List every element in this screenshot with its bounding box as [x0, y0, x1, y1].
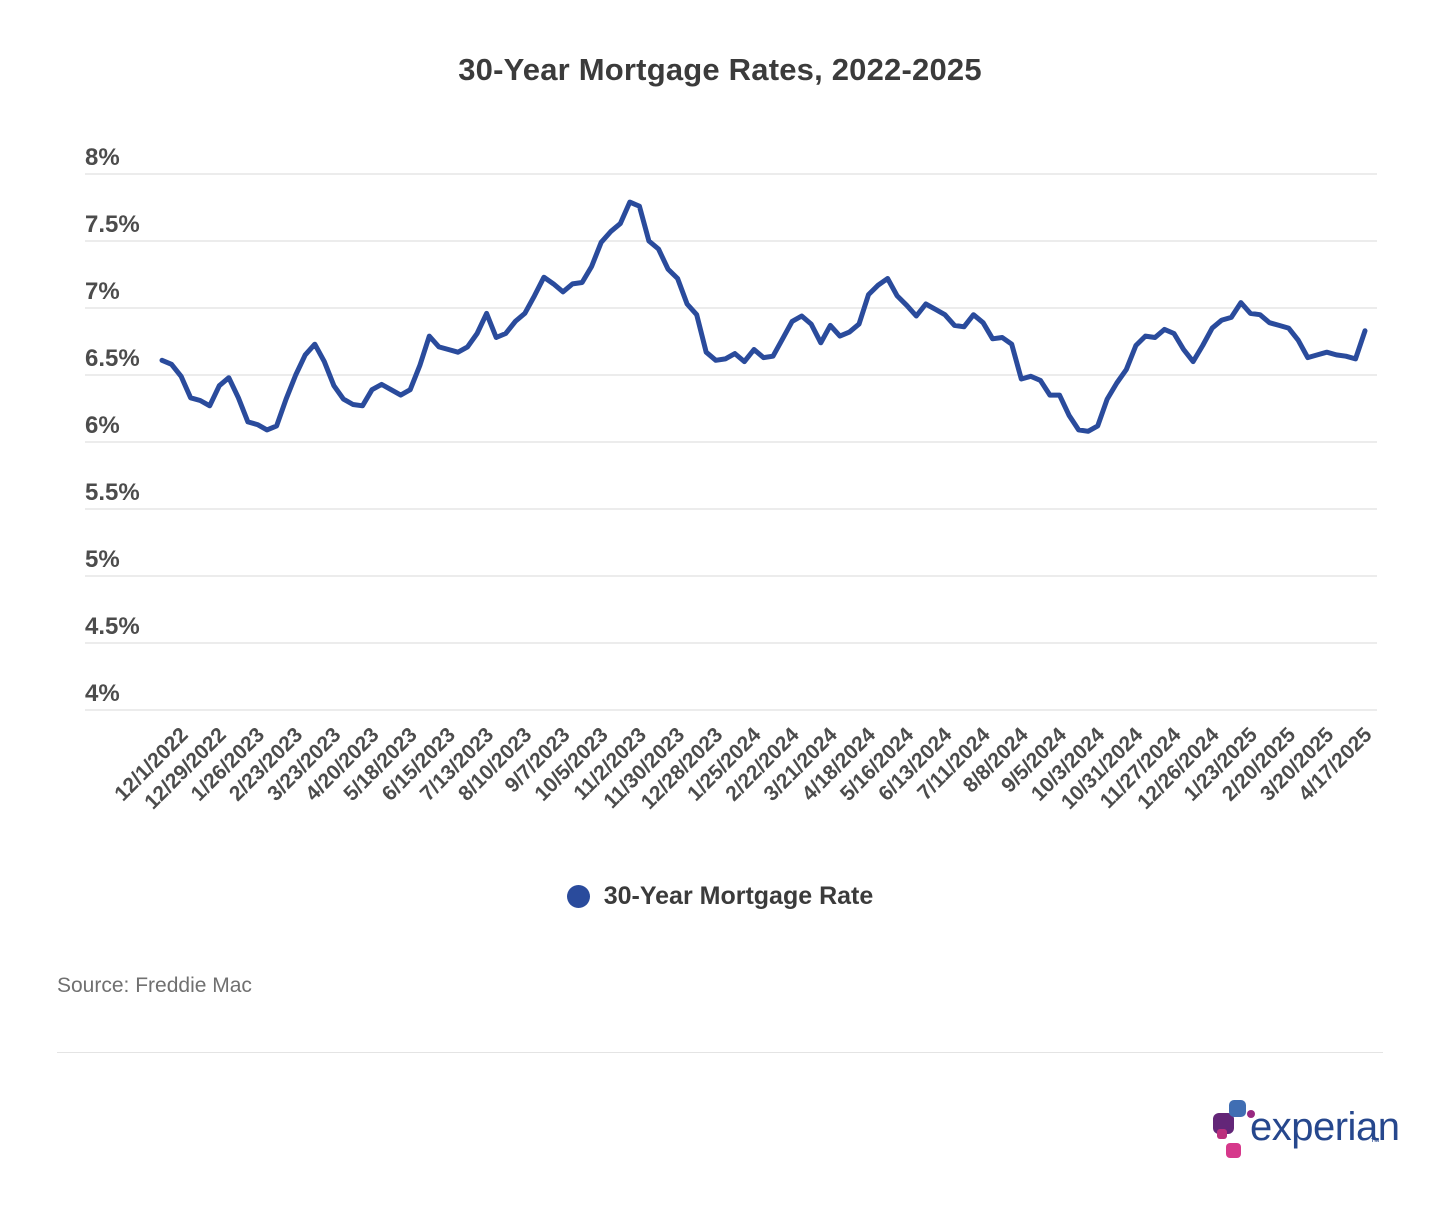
logo-wordmark: experian: [1250, 1105, 1400, 1149]
logo-purple-square-icon: [1213, 1113, 1234, 1134]
y-axis-label: 5.5%: [85, 479, 140, 506]
y-axis-label: 4.5%: [85, 613, 140, 640]
logo-trademark: ™: [1370, 1137, 1380, 1148]
y-axis-label: 7.5%: [85, 211, 140, 238]
footer-divider: [57, 1052, 1383, 1053]
logo-blue-square-icon: [1229, 1100, 1246, 1117]
logo-magenta-dot-icon: [1247, 1110, 1255, 1118]
y-axis-label: 6.5%: [85, 345, 140, 372]
logo-pink-square-icon: [1226, 1143, 1241, 1158]
rate-line: [159, 199, 1368, 434]
y-axis-label: 5%: [85, 546, 120, 573]
legend-label: 30-Year Mortgage Rate: [603, 882, 874, 910]
experian-logo: experian ™: [1210, 1095, 1400, 1170]
y-axis-label: 4%: [85, 680, 120, 707]
y-axis-label: 6%: [85, 412, 120, 439]
logo-magenta-square-icon: [1217, 1129, 1227, 1139]
legend: 30-Year Mortgage Rate: [0, 882, 1440, 911]
y-axis-label: 7%: [85, 278, 120, 305]
chart-title: 30-Year Mortgage Rates, 2022-2025: [458, 52, 982, 87]
source-note: Source: Freddie Mac: [57, 974, 252, 997]
y-axis-label: 8%: [85, 144, 120, 171]
legend-dot-icon: [566, 885, 590, 908]
mortgage-rate-chart: 8%7.5%7%6.5%6%5.5%5%4.5%4%12/1/202212/29…: [85, 144, 1377, 814]
